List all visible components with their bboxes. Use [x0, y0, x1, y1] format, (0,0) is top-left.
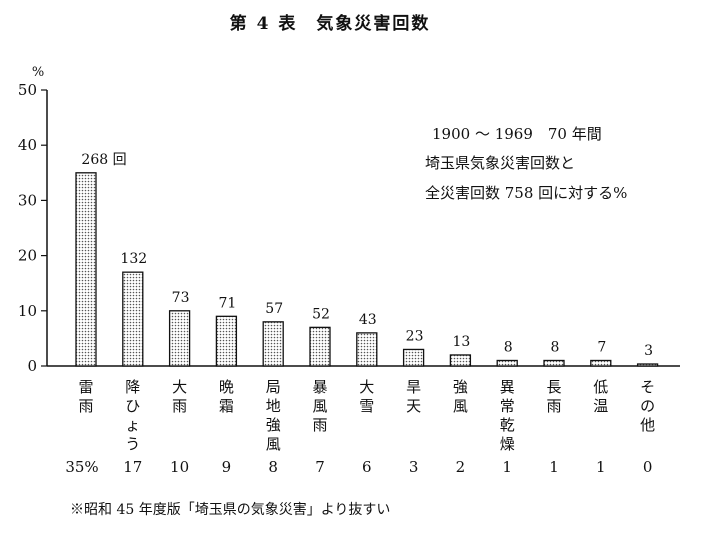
category-label: その他: [640, 378, 655, 434]
annotation-line-1: 1900 ～ 1969 70 年間: [432, 125, 602, 143]
percent-labels: 35% 17 10 9 8 7 6 3 2 1 1 1 0: [65, 458, 652, 476]
count-label: 8: [551, 339, 560, 355]
source-note: ※昭和 45 年度版「埼玉県の気象災害」より抜すい: [70, 502, 390, 518]
percent-label: 7: [315, 458, 325, 476]
y-tick-label: 0: [27, 357, 37, 375]
percent-label: 1: [502, 458, 512, 476]
category-label: 強風: [453, 378, 468, 415]
category-label: 雷雨: [78, 378, 93, 415]
bar: [168, 310, 191, 367]
count-label: 43: [359, 312, 377, 328]
count-label: 23: [406, 328, 424, 344]
percent-label: 1: [549, 458, 559, 476]
percent-label: 6: [362, 458, 372, 476]
count-label: 268 回: [81, 152, 126, 168]
percent-label: 17: [123, 458, 142, 476]
category-label: 異常乾燥: [500, 378, 515, 453]
bar: [75, 172, 97, 367]
category-label: 旱天: [406, 378, 421, 415]
bar: [543, 359, 565, 367]
y-tick-label: 20: [18, 247, 37, 265]
bar: [356, 332, 378, 367]
count-label: 13: [452, 334, 470, 350]
bar: [215, 315, 238, 367]
count-label: 57: [265, 301, 283, 317]
category-label: 長雨: [546, 378, 561, 415]
percent-label: 9: [222, 458, 232, 476]
category-label: 低温: [593, 378, 608, 415]
category-label: 大雪: [359, 378, 374, 415]
category-label: 暴風雨: [312, 378, 327, 434]
bars: [75, 172, 659, 367]
count-label: 8: [504, 339, 513, 355]
percent-label: 1: [596, 458, 606, 476]
percent-label: 3: [409, 458, 419, 476]
bar: [496, 359, 518, 367]
bar: [590, 359, 612, 367]
category-label: 大雨: [172, 378, 187, 415]
count-label: 71: [218, 295, 236, 311]
percent-label: 8: [268, 458, 278, 476]
annotation-line-3: 全災害回数 758 回に対する%: [425, 184, 627, 202]
percent-label: 0: [643, 458, 653, 476]
category-label: 晩霜: [219, 378, 234, 415]
category-label: 局地強風: [266, 378, 281, 453]
percent-label: 35%: [65, 458, 98, 476]
bar: [449, 354, 472, 367]
y-tick-label: 30: [18, 191, 37, 209]
y-tick-label: 40: [18, 136, 37, 154]
annotation-line-2: 埼玉県気象災害回数と: [425, 154, 575, 172]
y-axis-unit: %: [32, 65, 44, 80]
count-label: 52: [312, 306, 330, 322]
bar: [309, 326, 331, 367]
annotation-block: 1900 ～ 1969 70 年間 埼玉県気象災害回数と 全災害回数 758 回…: [425, 125, 627, 202]
y-axis-ticks: 0 10 20 30 40 50: [18, 81, 47, 375]
count-label: 3: [644, 343, 653, 359]
count-label: 73: [172, 290, 190, 306]
y-tick-label: 10: [18, 302, 37, 320]
chart-title: 第 4 表 気象災害回数: [230, 13, 431, 34]
count-label: 7: [597, 339, 606, 355]
bar: [402, 348, 425, 367]
category-label: 降ひょう: [125, 378, 140, 453]
percent-label: 2: [456, 458, 466, 476]
bar: [636, 363, 659, 367]
percent-label: 10: [170, 458, 189, 476]
bar: [262, 321, 284, 367]
bar: [122, 271, 144, 367]
y-tick-label: 50: [18, 81, 37, 99]
count-label: 132: [120, 251, 147, 267]
